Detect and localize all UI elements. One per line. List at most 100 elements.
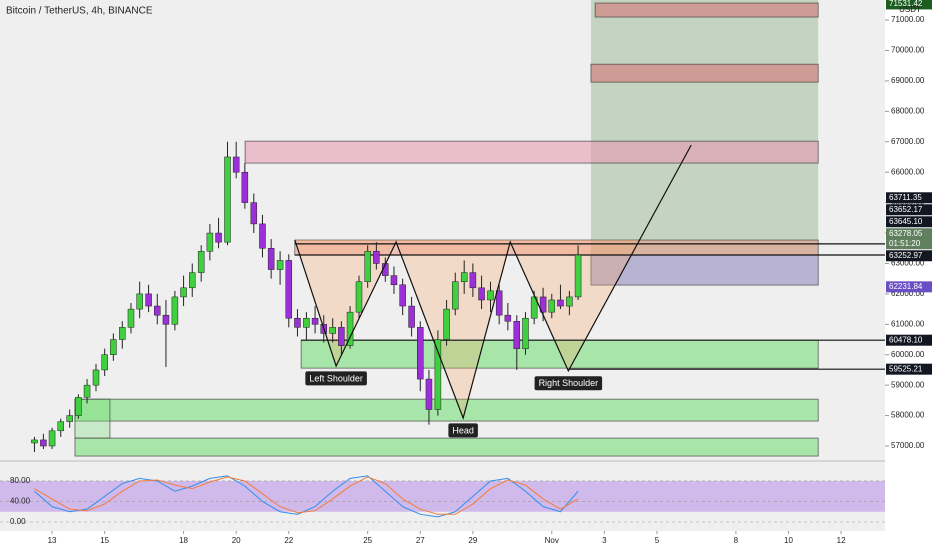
- candle-body: [399, 284, 406, 307]
- candle-body: [425, 378, 433, 410]
- y-tick-label: 60000.00: [891, 350, 925, 359]
- candle-body: [530, 296, 538, 319]
- candle-body: [373, 251, 380, 264]
- candle-body: [311, 317, 319, 325]
- candle-body: [83, 384, 91, 398]
- price-tag-label: 62231.84: [889, 282, 923, 291]
- candle-body: [434, 339, 442, 410]
- price-tag: [886, 204, 932, 216]
- candle-body: [390, 275, 398, 286]
- stoch-pane: [0, 475, 885, 523]
- candle-body: [189, 272, 196, 289]
- y-tick-label: 69000.00: [891, 76, 925, 85]
- candle-body: [285, 260, 293, 319]
- zone: [244, 140, 819, 164]
- candle-body: [40, 439, 47, 447]
- x-tick-label: 18: [179, 536, 188, 545]
- y-tick-label: 71000.00: [891, 15, 925, 24]
- x-tick-label: 10: [784, 536, 793, 545]
- candle-body: [66, 415, 73, 422]
- zone: [590, 254, 819, 286]
- y-tick-label: 67000.00: [891, 137, 925, 146]
- pattern-label-bg: [534, 376, 603, 391]
- y-tick-label: 62000.00: [891, 289, 925, 298]
- price-tag-label: 63652.17: [889, 205, 923, 214]
- candle-body: [522, 317, 529, 349]
- candle-body: [171, 296, 179, 325]
- y-tick-label: 59000.00: [891, 380, 925, 389]
- price-tag-label: 63645.10: [889, 217, 923, 226]
- candle-body: [48, 430, 56, 447]
- x-tick-label: 8: [734, 536, 739, 545]
- candle-body: [224, 156, 231, 243]
- x-tick-label: 25: [363, 536, 372, 545]
- y-tick-label: 63000.00: [891, 259, 925, 268]
- price-tag-label: 63252.97: [889, 251, 923, 260]
- candle-body: [557, 299, 564, 307]
- candle-body: [513, 321, 521, 349]
- pattern-label: Right Shoulder: [539, 378, 599, 388]
- time-axis-bg: [0, 531, 885, 550]
- price-axis-bg: [885, 0, 932, 550]
- candle-body: [180, 287, 187, 298]
- x-tick-label: 3: [602, 536, 607, 545]
- candle-body: [119, 327, 126, 340]
- price-tag: [886, 363, 932, 375]
- candle-body: [101, 354, 108, 371]
- candle-body: [215, 232, 222, 243]
- x-tick-label: 5: [655, 536, 660, 545]
- candle-body: [127, 308, 135, 328]
- candle-body: [110, 339, 117, 355]
- price-tag-label: 71531.42: [889, 0, 923, 8]
- candle-body: [338, 327, 345, 346]
- candle-body: [250, 202, 258, 225]
- candle-body: [469, 272, 477, 289]
- price-tag: [886, 0, 932, 10]
- pattern-label: Left Shoulder: [309, 373, 363, 383]
- candle-body: [355, 281, 363, 313]
- candle-body: [548, 299, 556, 313]
- pattern-label-bg: [305, 371, 367, 386]
- price-tag-label: 63711.35: [889, 193, 922, 202]
- stoch-tick-label: 80.00: [10, 476, 31, 485]
- y-tick-label: 70000.00: [891, 46, 925, 55]
- candle-body: [346, 311, 354, 346]
- x-tick-label: 13: [48, 536, 57, 545]
- candle-body: [452, 281, 459, 310]
- stoch-tick-label: 0.00: [10, 517, 26, 526]
- candle-body: [539, 296, 547, 313]
- zone: [74, 398, 819, 422]
- chart-title: Bitcoin / TetherUS, 4h, BINANCE: [6, 6, 153, 17]
- candle-body: [276, 260, 284, 270]
- candle-body: [408, 305, 415, 328]
- candle-body: [259, 223, 266, 249]
- candle-body: [487, 290, 494, 301]
- currency: USDT: [899, 5, 921, 14]
- candle-body: [329, 327, 336, 334]
- price-tag: [886, 334, 932, 346]
- candle-body: [504, 314, 512, 322]
- x-tick-label: Nov: [545, 536, 559, 545]
- candle-body: [241, 171, 249, 203]
- price-tag-label: 59525.21: [889, 364, 923, 373]
- y-tick-label: 61000.00: [891, 319, 925, 328]
- pattern-label-bg: [448, 423, 478, 438]
- price-tag: [886, 281, 932, 293]
- candle-body: [443, 308, 450, 340]
- candle-body: [75, 397, 82, 416]
- zone: [300, 339, 819, 369]
- price-tag: [886, 228, 932, 250]
- price-tag-label: 63278.05: [889, 229, 923, 238]
- candle-body: [31, 439, 38, 444]
- countdown: 01:51:20: [889, 239, 921, 248]
- axes: 57000.00 58000.00 59000.00 60000.00 61000.00…: [10, 0, 932, 545]
- y-tick-label: 58000.00: [891, 411, 925, 420]
- x-tick-label: 12: [837, 536, 846, 545]
- x-tick-label: 27: [416, 536, 425, 545]
- candle-body: [566, 296, 573, 307]
- zone: [590, 63, 819, 83]
- zone: [74, 437, 819, 457]
- price-tag: [886, 192, 932, 204]
- x-tick-label: 29: [468, 536, 477, 545]
- y-tick-label: 68000.00: [891, 106, 925, 115]
